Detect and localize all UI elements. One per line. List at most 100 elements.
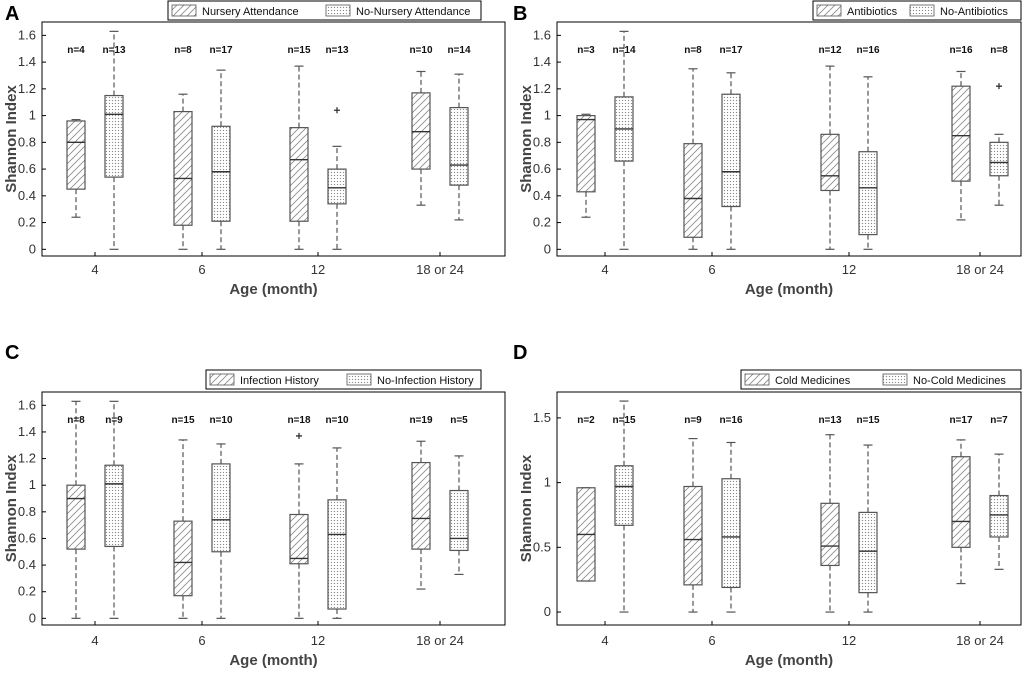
y-axis-label: Shannon Index <box>518 85 535 193</box>
iqr-box <box>104 94 124 178</box>
box-dots-6: n=17 <box>209 45 233 250</box>
legend-label: No-Nursery Attendance <box>356 6 470 18</box>
y-tick-label: 1.4 <box>18 424 36 439</box>
x-tick-label: 6 <box>708 633 715 648</box>
y-tick-label: 0.2 <box>18 584 36 599</box>
panel-letter: B <box>513 3 527 25</box>
box-dots-4: n=9 <box>104 400 124 619</box>
legend-box <box>167 0 482 21</box>
y-tick-label: 0 <box>544 241 551 256</box>
sample-size-label: n=10 <box>325 415 349 426</box>
box-hatch-12: n=15 <box>287 45 311 250</box>
sample-size-label: n=7 <box>990 415 1008 426</box>
x-tick-label: 6 <box>198 633 205 648</box>
sample-size-label: n=19 <box>409 415 433 426</box>
box-dots-18-or-24: n=14 <box>447 45 471 221</box>
y-tick-label: 0 <box>544 604 551 619</box>
x-tick-label: 18 or 24 <box>416 262 464 277</box>
iqr-box <box>173 520 193 597</box>
iqr-box <box>66 484 86 550</box>
box-hatch-12: n=13 <box>818 415 842 613</box>
y-tick-label: 1 <box>544 108 551 123</box>
sample-size-label: n=10 <box>209 415 233 426</box>
iqr-box <box>721 478 741 589</box>
y-tick-label: 1 <box>29 477 36 492</box>
iqr-box <box>858 511 878 594</box>
sample-size-label: n=13 <box>102 45 126 56</box>
y-tick-label: 1.2 <box>533 81 551 96</box>
sample-size-label: n=16 <box>949 45 973 56</box>
sample-size-label: n=8 <box>684 45 702 56</box>
x-tick-label: 4 <box>601 633 608 648</box>
y-tick-label: 1.5 <box>533 410 551 425</box>
legend-box <box>205 369 482 390</box>
y-tick-label: 1.4 <box>18 54 36 69</box>
box-dots-4: n=14 <box>612 30 636 250</box>
axes-frame <box>556 21 1022 257</box>
box-hatch-4: n=8 <box>66 400 86 619</box>
x-tick-label: 12 <box>842 262 856 277</box>
legend-label: Cold Medicines <box>775 375 851 387</box>
iqr-box <box>211 463 231 553</box>
box-dots-6: n=10 <box>209 415 233 619</box>
y-tick-label: 0.4 <box>18 188 36 203</box>
x-axis-label: Age (month) <box>229 652 317 669</box>
iqr-box <box>576 114 596 193</box>
sample-size-label: n=8 <box>174 45 192 56</box>
x-tick-label: 18 or 24 <box>956 633 1004 648</box>
x-tick-label: 4 <box>91 633 98 648</box>
y-tick-label: 1.6 <box>18 27 36 42</box>
y-tick-label: 0.6 <box>18 530 36 545</box>
box-hatch-18-or-24: n=19 <box>409 415 433 590</box>
iqr-box <box>951 456 971 548</box>
x-tick-label: 4 <box>601 262 608 277</box>
sample-size-label: n=4 <box>67 45 85 56</box>
iqr-box <box>989 141 1009 177</box>
iqr-box <box>66 120 86 190</box>
y-tick-label: 1.4 <box>533 54 551 69</box>
chart-root: A 0 0.2 0.4 0.6 0.8 1 1.2 1.4 1.6 4 6 12 18 or 24 Shan… <box>3 0 1022 669</box>
box-dots-4: n=15 <box>612 400 636 613</box>
sample-size-label: n=14 <box>612 45 636 56</box>
iqr-box <box>951 85 971 182</box>
y-tick-label: 0.2 <box>18 215 36 230</box>
box-hatch-4: n=2 <box>576 415 596 582</box>
box-hatch-12: n=18 <box>287 415 311 619</box>
y-tick-label: 0.5 <box>533 539 551 554</box>
legend-swatch <box>909 4 935 17</box>
legend: Infection History No-Infection History <box>205 369 482 390</box>
box-dots-4: n=13 <box>102 30 126 250</box>
sample-size-label: n=9 <box>105 415 123 426</box>
legend-swatch <box>882 373 908 386</box>
box-dots-12: n=16 <box>856 45 880 250</box>
iqr-box <box>820 502 840 567</box>
outlier-marker <box>296 432 302 439</box>
sample-size-label: n=9 <box>684 415 702 426</box>
iqr-box <box>449 106 469 186</box>
x-axis-label: Age (month) <box>745 652 833 669</box>
sample-size-label: n=18 <box>287 415 311 426</box>
iqr-box <box>820 133 840 192</box>
y-tick-label: 1 <box>29 108 36 123</box>
iqr-box <box>989 494 1009 538</box>
box-dots-18-or-24: n=8 <box>989 45 1009 206</box>
legend-label: No-Cold Medicines <box>913 375 1006 387</box>
y-tick-label: 0.8 <box>18 134 36 149</box>
iqr-box <box>683 485 703 586</box>
y-tick-label: 1.2 <box>18 451 36 466</box>
legend-label: Antibiotics <box>847 6 898 18</box>
legend-swatch <box>209 373 235 386</box>
sample-size-label: n=8 <box>67 415 85 426</box>
panel-c: C 0 0.2 0.4 0.6 0.8 1 1.2 1.4 1.6 4 6 12 18 or 24 Shan… <box>3 342 506 669</box>
y-tick-label: 0.6 <box>18 161 36 176</box>
iqr-box <box>858 151 878 236</box>
sample-size-label: n=17 <box>209 45 233 56</box>
sample-size-label: n=17 <box>719 45 743 56</box>
iqr-box <box>104 464 124 548</box>
sample-size-label: n=16 <box>856 45 880 56</box>
y-tick-label: 1.6 <box>533 27 551 42</box>
box-dots-6: n=16 <box>719 415 743 613</box>
sample-size-label: n=15 <box>171 415 195 426</box>
box-dots-12: n=15 <box>856 415 880 613</box>
